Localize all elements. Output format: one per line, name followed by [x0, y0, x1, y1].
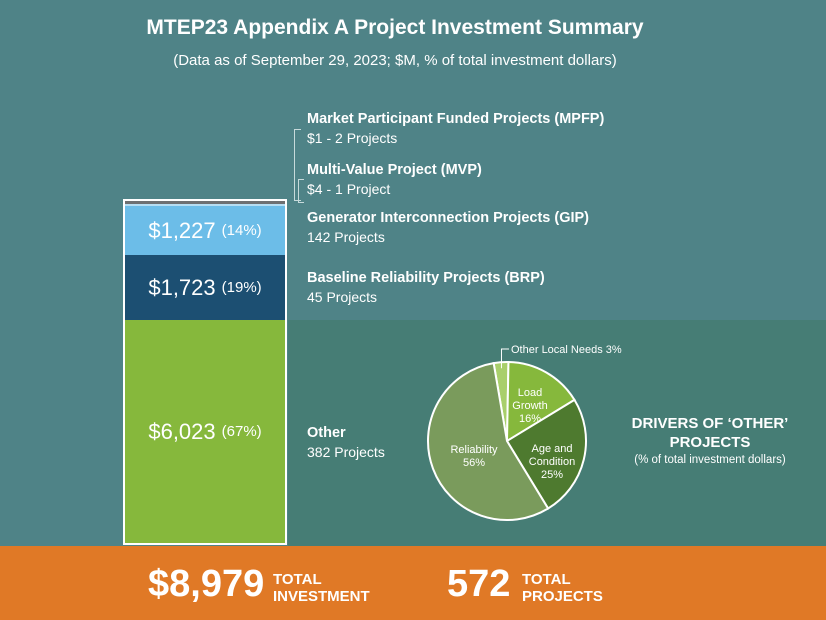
- chart-subtitle: (Data as of September 29, 2023; $M, % of…: [173, 52, 617, 69]
- total-investment-value: $8,979: [148, 563, 265, 605]
- bar-pct-other: (67%): [221, 423, 262, 440]
- legend-mvp-name: Multi-Value Project (MVP): [307, 162, 482, 178]
- stacked-bar: $1,227 (14%) $1,723 (19%) $6,023 (67%): [123, 199, 287, 545]
- bar-pct-gip: (14%): [221, 222, 262, 239]
- pie-slice-age: [505, 398, 587, 510]
- total-investment-caption-line2: INVESTMENT: [273, 588, 370, 605]
- legend-brp: Baseline Reliability Projects (BRP) 45 P…: [307, 269, 545, 307]
- pie-label-line: 56%: [463, 457, 485, 469]
- legend-mpfp: Market Participant Funded Projects (MPFP…: [307, 110, 604, 148]
- legend-other-detail: 382 Projects: [307, 444, 385, 460]
- legend-other-name: Other: [307, 425, 346, 441]
- legend-brp-detail: 45 Projects: [307, 289, 378, 305]
- pie-subtitle: (% of total investment dollars): [634, 454, 786, 466]
- legend-mvp-detail: $4 - 1 Project: [307, 181, 391, 197]
- total-investment-caption-line1: TOTAL: [273, 571, 322, 588]
- mvp-bracket: [298, 179, 304, 203]
- bar-segment-mvp: [125, 201, 285, 204]
- total-projects-caption-line1: TOTAL: [522, 571, 571, 588]
- bar-segment-mpfp: [125, 204, 285, 206]
- pie-label-line: Growth: [512, 400, 547, 412]
- legend-mpfp-detail: $1 - 2 Projects: [307, 130, 398, 146]
- mpfp-bracket: [294, 129, 301, 201]
- legend-gip-name: Generator Interconnection Projects (GIP): [307, 210, 589, 226]
- total-projects-caption-line2: PROJECTS: [522, 588, 603, 605]
- bar-value-brp: $1,723: [148, 274, 216, 300]
- bar-segment-brp: $1,723 (19%): [125, 255, 285, 320]
- total-investment-caption: TOTAL INVESTMENT: [273, 571, 370, 605]
- pie-label-line: Reliability: [450, 444, 498, 456]
- chart-title: MTEP23 Appendix A Project Investment Sum…: [146, 16, 644, 39]
- pie-label-line: 25%: [541, 469, 563, 481]
- legend-other: Other 382 Projects: [307, 424, 385, 462]
- pie-slice-reliability: [427, 361, 550, 521]
- pie-label-reliability: Reliability 56%: [450, 444, 498, 469]
- pie-label-line: 16%: [519, 413, 541, 425]
- pie-slice-load: [505, 360, 576, 443]
- legend-brp-name: Baseline Reliability Projects (BRP): [307, 270, 545, 286]
- bar-segment-gip: $1,227 (14%): [125, 206, 285, 255]
- pie-label-line: Age and: [532, 443, 573, 455]
- pie-label-age: Age and Condition 25%: [529, 443, 575, 481]
- legend-mvp: Multi-Value Project (MVP) $4 - 1 Project: [307, 161, 482, 199]
- bar-value-other: $6,023: [148, 418, 216, 444]
- bar-value-gip: $1,227: [148, 217, 216, 243]
- pie-title-block: DRIVERS OF ‘OTHER’ PROJECTS (% of total …: [610, 414, 810, 466]
- legend-mpfp-name: Market Participant Funded Projects (MPFP…: [307, 111, 605, 127]
- total-projects-caption: TOTAL PROJECTS: [522, 571, 603, 605]
- pie-label-line: Condition: [529, 456, 575, 468]
- total-projects-value: 572: [447, 563, 511, 605]
- pie-label-load: Load Growth 16%: [512, 387, 547, 425]
- pie-label-other-local-needs: Other Local Needs 3%: [511, 344, 622, 356]
- legend-gip-detail: 142 Projects: [307, 229, 385, 245]
- summary-footer: [0, 546, 826, 620]
- bar-pct-brp: (19%): [221, 279, 262, 296]
- legend-gip: Generator Interconnection Projects (GIP)…: [307, 209, 589, 247]
- pie-leader-line: [500, 348, 509, 369]
- pie-title: DRIVERS OF ‘OTHER’ PROJECTS: [631, 415, 789, 451]
- pie-label-line: Load: [518, 387, 542, 399]
- bar-segment-other: $6,023 (67%): [125, 320, 285, 543]
